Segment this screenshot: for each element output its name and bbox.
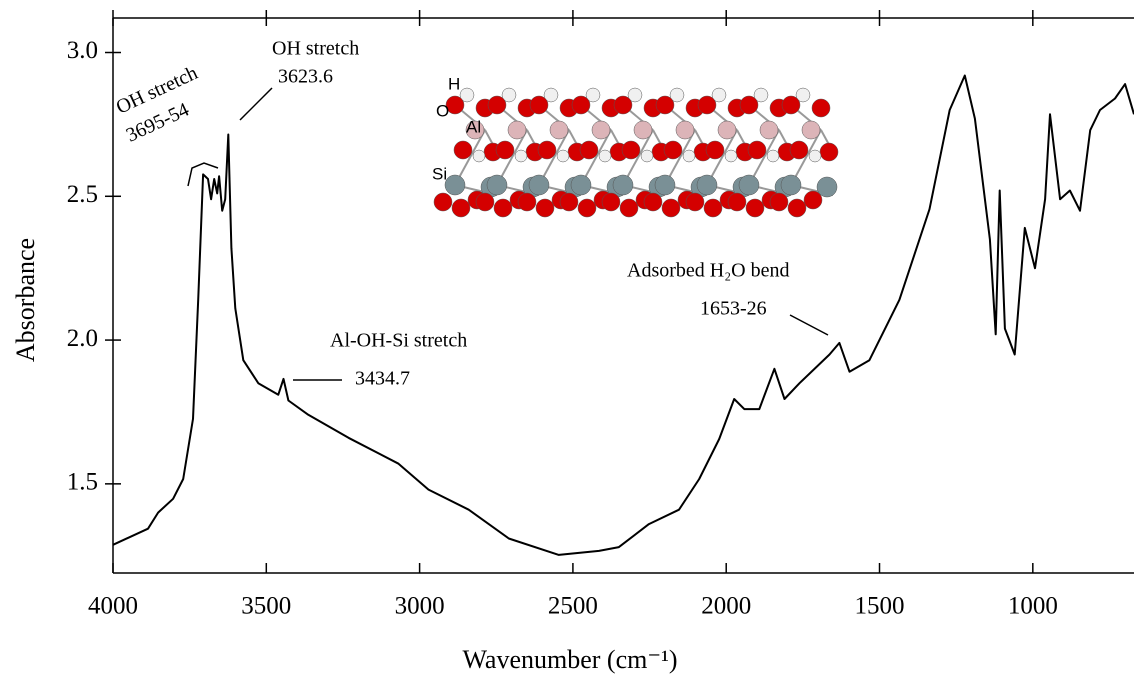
atom: [592, 121, 610, 139]
atom: [529, 175, 549, 195]
annotation: Adsorbed H₂O bend: [627, 260, 790, 282]
atom: [781, 175, 801, 195]
atom: [518, 193, 536, 211]
atom: [662, 199, 680, 217]
atom: [809, 150, 821, 162]
atom: [494, 199, 512, 217]
x-tick-label: 3500: [241, 593, 291, 620]
atom: [550, 121, 568, 139]
x-tick-label: 1000: [1008, 593, 1058, 620]
atom: [580, 141, 598, 159]
atom: [788, 199, 806, 217]
atom: [536, 199, 554, 217]
y-tick-label: 1.5: [67, 469, 98, 496]
atom: [698, 96, 716, 114]
atom: [782, 96, 800, 114]
atom: [664, 141, 682, 159]
atom: [739, 175, 759, 195]
atom: [445, 175, 465, 195]
atom: [476, 193, 494, 211]
atom: [508, 121, 526, 139]
leader-line: [240, 88, 272, 120]
atom: [641, 150, 653, 162]
atom: [767, 150, 779, 162]
x-tick-label: 2000: [701, 593, 751, 620]
atom: [820, 143, 838, 161]
atom: [728, 193, 746, 211]
atom: [634, 121, 652, 139]
atom: [614, 96, 632, 114]
annotation: 1653-26: [700, 298, 767, 320]
atom: [686, 193, 704, 211]
annotation: 3434.7: [355, 368, 410, 390]
y-tick-label: 3.0: [67, 37, 98, 64]
atom: [644, 193, 662, 211]
atom: [740, 96, 758, 114]
atom: [434, 193, 452, 211]
x-tick-label: 2500: [548, 593, 598, 620]
atom: [812, 99, 830, 117]
atom: [488, 96, 506, 114]
atom: [718, 121, 736, 139]
annotation: Al-OH-Si stretch: [330, 330, 467, 352]
atom: [530, 96, 548, 114]
atom: [760, 121, 778, 139]
atom: [578, 199, 596, 217]
x-tick-label: 3000: [395, 593, 445, 620]
atom: [656, 96, 674, 114]
atom: [572, 96, 590, 114]
atom: [704, 199, 722, 217]
inset-label: H: [448, 74, 460, 93]
annotation: 3623.6: [278, 66, 333, 88]
inset-label: Al: [466, 117, 481, 136]
atom: [487, 175, 507, 195]
atom: [560, 193, 578, 211]
y-axis-label: Absorbance: [11, 238, 40, 362]
atom: [473, 150, 485, 162]
atom: [746, 199, 764, 217]
atom: [802, 121, 820, 139]
inset-structure: HO Al Si: [432, 74, 838, 217]
atom: [676, 121, 694, 139]
atom: [770, 193, 788, 211]
inset-label: O: [436, 101, 449, 120]
annotation: OH stretch: [272, 38, 359, 60]
atom: [538, 141, 556, 159]
atom: [515, 150, 527, 162]
atom: [613, 175, 633, 195]
x-tick-label: 4000: [88, 593, 138, 620]
atom: [725, 150, 737, 162]
atom: [620, 199, 638, 217]
atom: [496, 141, 514, 159]
y-tick-label: 2.0: [67, 325, 98, 352]
atom: [804, 191, 822, 209]
chart: HO Al Si Wavenumber (cm⁻¹) Absorbance OH s…: [0, 0, 1134, 687]
y-tick-label: 2.5: [67, 181, 98, 208]
atom: [706, 141, 724, 159]
atom: [452, 199, 470, 217]
atom: [790, 141, 808, 159]
atom: [697, 175, 717, 195]
x-axis-label: Wavenumber (cm⁻¹): [462, 645, 677, 674]
atom: [655, 175, 675, 195]
atom: [602, 193, 620, 211]
atom: [557, 150, 569, 162]
leader-line: [790, 315, 828, 335]
x-tick-label: 1500: [855, 593, 905, 620]
atom: [622, 141, 640, 159]
atom: [683, 150, 695, 162]
atom: [748, 141, 766, 159]
atom: [571, 175, 591, 195]
inset-label: Si: [432, 164, 447, 183]
atom: [599, 150, 611, 162]
atom: [454, 141, 472, 159]
